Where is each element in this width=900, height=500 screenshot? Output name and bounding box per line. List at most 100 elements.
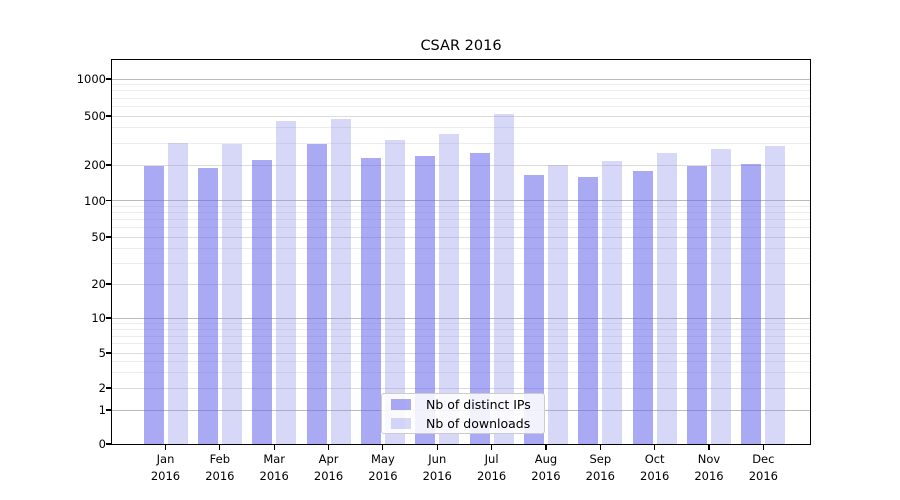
x-tick-label: Jul 2016 <box>462 451 522 484</box>
x-tick-year: 2016 <box>531 468 561 483</box>
x-tick-month: Aug <box>534 452 558 466</box>
x-tick-month: Sep <box>589 452 612 466</box>
spine-right <box>810 58 812 446</box>
x-tick <box>382 445 384 450</box>
grid-minor-line <box>112 127 810 129</box>
y-tick <box>106 387 111 389</box>
bar-nb-of-distinct-ips-dec <box>741 164 762 444</box>
bar-nb-of-downloads-jul <box>493 113 514 444</box>
bar-nb-of-downloads-sep <box>602 161 623 444</box>
legend-label-distinct-ips: Nb of distinct IPs <box>426 396 531 412</box>
y-tick <box>106 236 111 238</box>
y-tick-label: 50 <box>91 230 106 244</box>
y-tick <box>106 199 111 202</box>
grid-minor-line <box>112 343 810 345</box>
x-tick <box>708 445 710 450</box>
y-tick-label: 500 <box>84 109 106 123</box>
x-tick-label: Dec 2016 <box>733 451 793 484</box>
bar-nb-of-downloads-feb <box>221 143 242 444</box>
bar-nb-of-distinct-ips-sep <box>578 177 599 444</box>
y-tick <box>106 443 111 445</box>
x-tick-label: Sep 2016 <box>570 451 630 484</box>
x-tick-month: May <box>371 452 395 466</box>
grid-major-line <box>112 78 810 80</box>
x-tick-year: 2016 <box>150 468 181 483</box>
x-tick-month: Oct <box>644 452 665 466</box>
grid-major-line <box>112 283 810 285</box>
x-tick <box>164 445 167 450</box>
grid-minor-line <box>112 97 810 99</box>
x-tick-month: Jul <box>484 452 499 466</box>
x-tick <box>762 445 764 450</box>
x-tick-year: 2016 <box>205 468 235 483</box>
grid-minor-line <box>112 205 810 207</box>
x-tick <box>545 445 547 450</box>
grid-minor-line <box>112 262 810 264</box>
y-tick-label: 20 <box>91 277 106 291</box>
x-tick-year: 2016 <box>368 468 398 483</box>
x-tick-year: 2016 <box>640 468 670 483</box>
bar-nb-of-distinct-ips-aug <box>523 175 544 444</box>
x-tick-year: 2016 <box>259 468 289 483</box>
bar-nb-of-downloads-may <box>384 139 405 444</box>
y-tick-label: 2 <box>98 381 106 395</box>
x-tick-label: Aug 2016 <box>516 451 576 484</box>
legend: Nb of distinct IPs Nb of downloads <box>381 393 545 434</box>
bar-nb-of-distinct-ips-feb <box>197 167 218 444</box>
grid-minor-line <box>112 335 810 337</box>
x-tick-month: Mar <box>263 452 286 466</box>
y-tick <box>106 409 111 411</box>
chart-title: CSAR 2016 <box>420 38 502 54</box>
grid-minor-line <box>112 226 810 228</box>
grid-major-line <box>112 164 810 166</box>
grid-major-line <box>112 200 810 201</box>
grid-minor-line <box>112 322 810 324</box>
x-tick-month: Jun <box>428 452 447 466</box>
x-tick-label: Jun 2016 <box>407 451 467 484</box>
x-tick-month: Dec <box>752 452 775 466</box>
x-tick <box>327 445 330 450</box>
x-tick-year: 2016 <box>476 468 507 483</box>
bar-nb-of-distinct-ips-apr <box>306 143 327 444</box>
grid-minor-line <box>112 105 810 107</box>
bar-nb-of-distinct-ips-jul <box>469 152 490 444</box>
y-tick-label: 5 <box>98 346 106 360</box>
grid-major-line <box>112 115 810 117</box>
y-tick-label: 1000 <box>76 72 106 86</box>
y-tick <box>106 115 111 117</box>
bar-nb-of-downloads-nov <box>711 149 731 444</box>
y-tick <box>106 317 111 319</box>
grid-minor-line <box>112 218 810 220</box>
y-tick-label: 100 <box>84 193 106 208</box>
grid-minor-line <box>112 372 810 373</box>
spine-left <box>110 58 112 446</box>
x-tick-month: Nov <box>697 452 721 466</box>
grid-major-line <box>112 387 810 389</box>
grid-minor-line <box>112 328 810 330</box>
x-tick-year: 2016 <box>585 468 615 483</box>
grid-minor-line <box>112 84 810 86</box>
y-tick <box>106 164 111 166</box>
legend-item-distinct-ips: Nb of distinct IPs <box>382 395 544 413</box>
x-tick-label: Apr 2016 <box>299 451 359 484</box>
x-tick-label: Nov 2016 <box>679 451 739 484</box>
bar-nb-of-distinct-ips-mar <box>252 160 273 444</box>
x-tick <box>273 445 275 450</box>
grid-minor-line <box>112 90 810 92</box>
x-tick-year: 2016 <box>422 468 452 483</box>
bar-nb-of-distinct-ips-oct <box>632 171 653 444</box>
bar-nb-of-downloads-dec <box>765 146 786 444</box>
x-tick-month: Feb <box>209 452 231 466</box>
x-tick <box>599 445 601 450</box>
x-tick-month: Apr <box>318 452 339 466</box>
bar-nb-of-distinct-ips-jan <box>143 166 164 444</box>
y-tick <box>106 78 111 80</box>
grid-minor-line <box>112 142 810 144</box>
bar-nb-of-distinct-ips-nov <box>687 166 707 444</box>
y-tick-label: 0 <box>98 437 106 451</box>
legend-swatch-distinct-ips <box>391 398 411 410</box>
x-tick-label: Oct 2016 <box>625 451 685 484</box>
bar-nb-of-downloads-jun <box>439 133 460 444</box>
spine-bottom <box>110 444 812 446</box>
plot-area: 0 1 2 5 10 20 50 100 200 500 1000 Jan 2016 Feb 2016 Mar… <box>77 58 812 483</box>
